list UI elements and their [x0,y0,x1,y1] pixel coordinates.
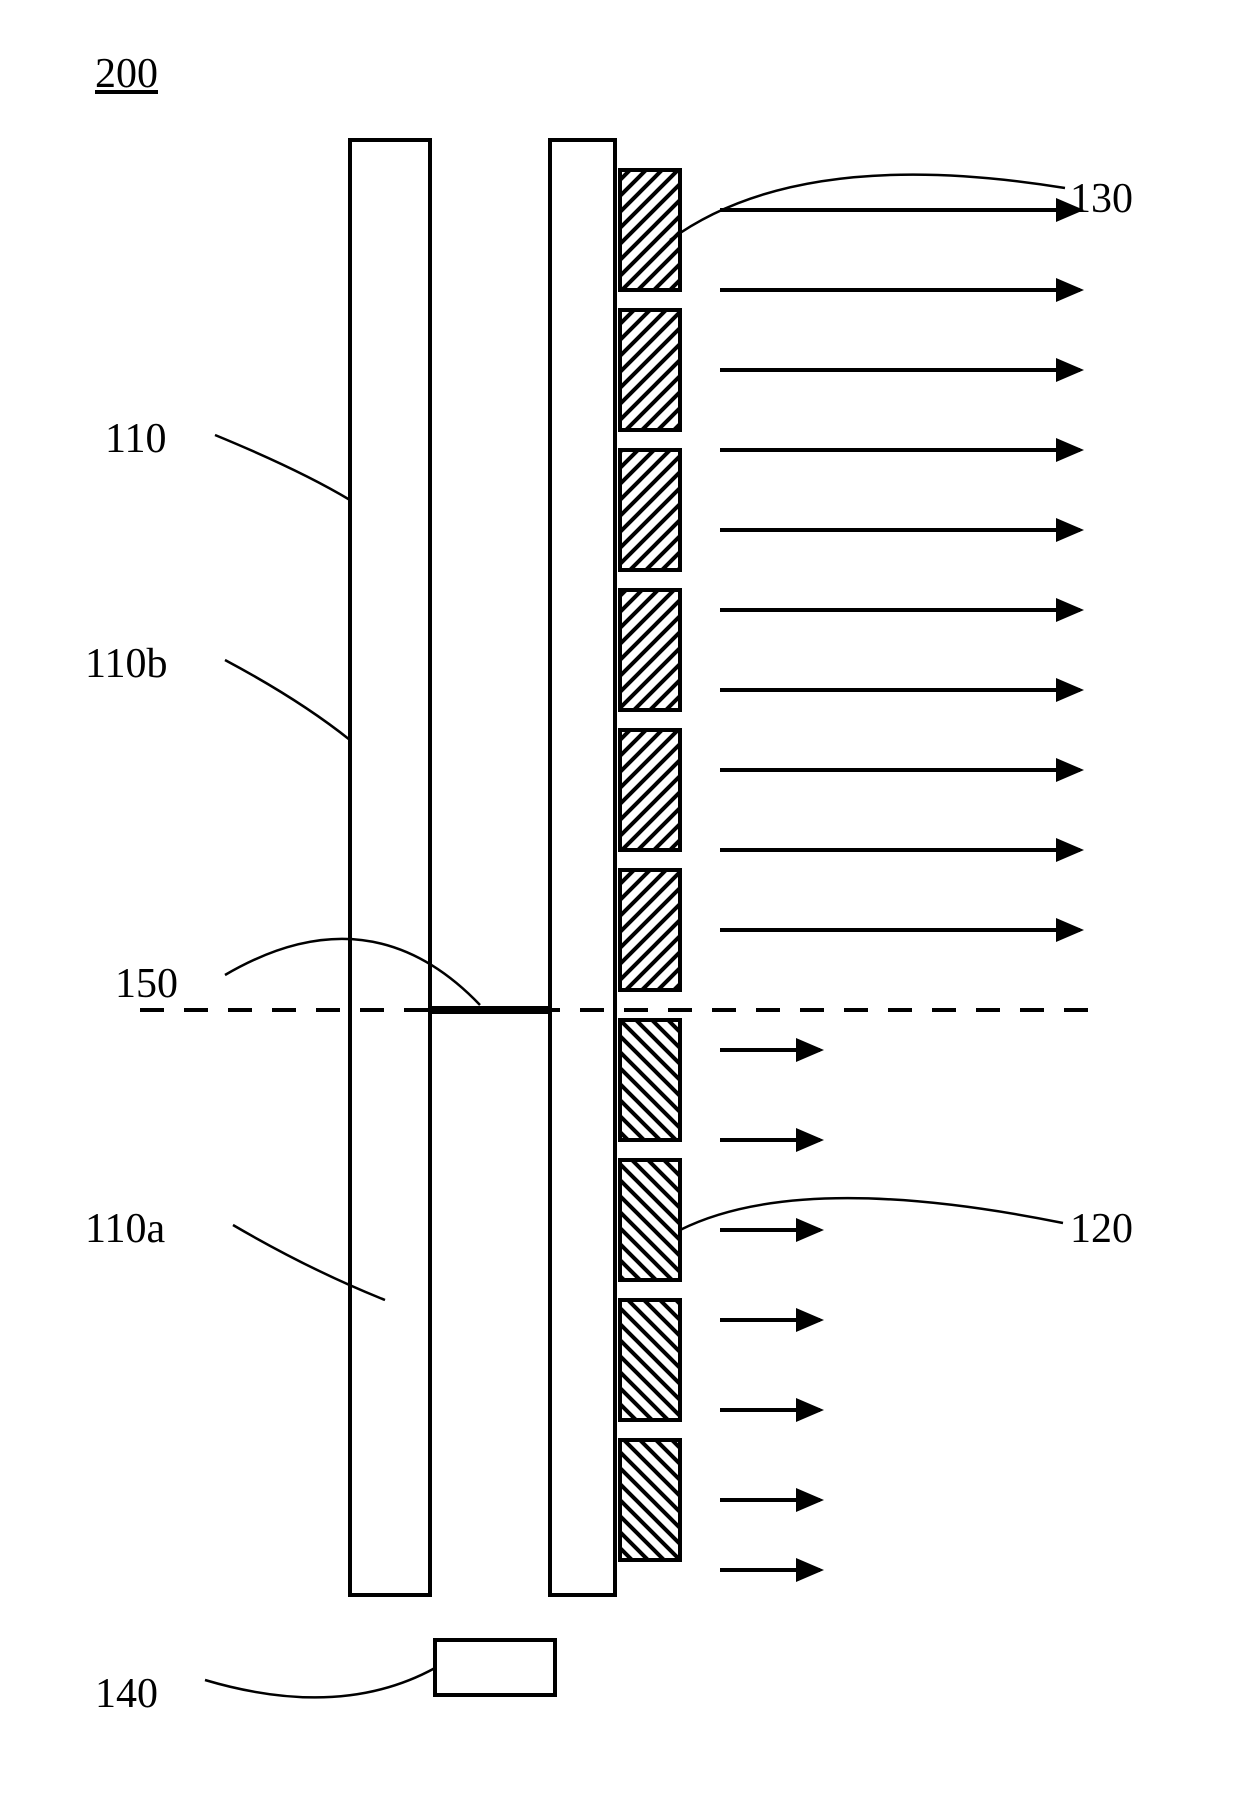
box-140 [435,1640,555,1695]
leader-110 [215,435,350,500]
leader-120 [680,1198,1063,1230]
block-120 [620,1440,680,1560]
leader-140 [205,1668,435,1697]
block-130 [620,590,680,710]
block-130 [620,870,680,990]
figure-title: 200 [95,50,158,98]
label-150: 150 [115,960,178,1008]
block-130 [620,450,680,570]
figure-page: 200 110 110b 150 110a 140 130 120 [0,0,1240,1805]
label-130: 130 [1070,175,1133,223]
label-110a: 110a [85,1205,165,1253]
block-130 [620,170,680,290]
leader-130 [670,175,1065,240]
label-140: 140 [95,1670,158,1718]
bar-110 [350,140,430,1595]
diagram-stage [0,0,1240,1805]
label-110b: 110b [85,640,167,688]
block-130 [620,310,680,430]
label-110: 110 [105,415,166,463]
bar-right-slab [550,140,615,1595]
label-120: 120 [1070,1205,1133,1253]
block-120 [620,1020,680,1140]
block-120 [620,1160,680,1280]
diagram-svg [0,0,1240,1805]
block-130 [620,730,680,850]
leader-110b [225,660,350,740]
block-120 [620,1300,680,1420]
